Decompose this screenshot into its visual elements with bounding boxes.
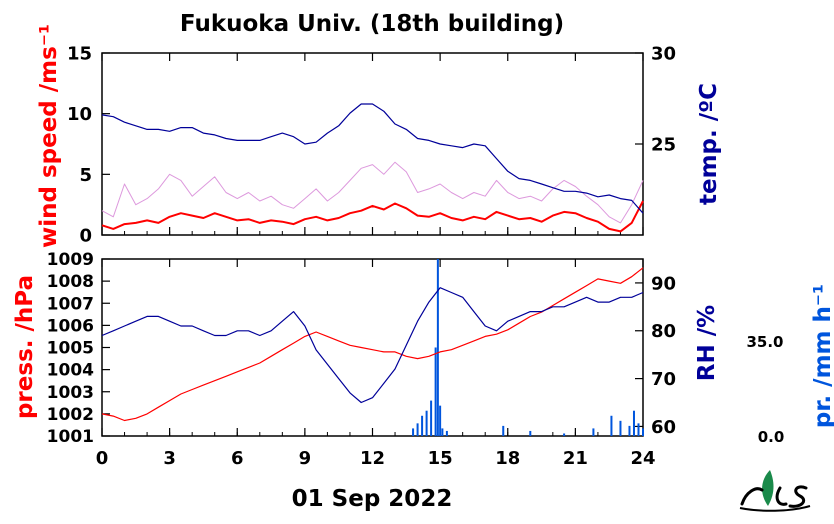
pressure-tick-label: 1007 — [47, 294, 94, 314]
precip-bar — [436, 259, 439, 436]
precip-bar — [619, 420, 622, 436]
pressure-line — [101, 267, 644, 422]
wind-tick-label: 10 — [67, 104, 92, 125]
precip-bar — [642, 428, 644, 436]
top-panel-ticks — [101, 52, 644, 236]
precip-bar — [434, 347, 437, 436]
precip-bar — [439, 405, 442, 436]
pressure-tick-label: 1001 — [47, 427, 94, 447]
temp-axis-label: temp. /ºC — [696, 83, 722, 205]
hour-tick-labels: 0 3 6 9 12 15 18 21 24 — [96, 448, 656, 469]
temp-tick-labels: 25 30 — [651, 43, 676, 155]
top-panel-frame — [101, 52, 644, 236]
temp-tick-label: 30 — [651, 43, 676, 64]
precip-bar — [445, 430, 448, 436]
wind-speed-line — [101, 200, 644, 233]
pressure-tick-label: 1009 — [47, 250, 94, 270]
pressure-tick-label: 1004 — [47, 361, 94, 381]
hour-tick-label: 24 — [630, 448, 655, 469]
rh-tick-label: 80 — [651, 321, 676, 342]
humidity-line — [101, 287, 644, 404]
bottom-panel-ticks — [101, 258, 644, 437]
wind-gust-line — [101, 161, 644, 224]
precip-max-label: 35.0 — [746, 333, 783, 351]
hour-tick-label: 21 — [563, 448, 588, 469]
hour-tick-label: 6 — [231, 448, 244, 469]
wind-tick-label: 15 — [67, 43, 92, 64]
hour-tick-label: 15 — [428, 448, 453, 469]
temperature-line — [101, 103, 644, 214]
precip-axis-label: pr. /mm h⁻¹ — [810, 284, 834, 428]
precip-bar — [610, 415, 613, 436]
rh-axis-label: RH /% — [694, 305, 720, 381]
rh-tick-label: 70 — [651, 369, 676, 390]
precip-bar — [412, 428, 415, 436]
logo-underline-icon — [739, 505, 811, 512]
rh-tick-labels: 60 70 80 90 — [651, 273, 676, 438]
precip-bar — [416, 423, 419, 436]
hour-tick-label: 9 — [299, 448, 312, 469]
precip-bar — [502, 425, 505, 436]
precip-bar — [421, 415, 424, 436]
precip-bar — [441, 428, 444, 436]
pressure-tick-label: 1008 — [47, 272, 94, 292]
chart-title: Fukuoka Univ. (18th building) — [180, 11, 564, 37]
precip-bar — [632, 410, 635, 436]
rh-tick-label: 60 — [651, 417, 676, 438]
institute-logo — [739, 470, 811, 512]
precip-bar — [430, 400, 433, 436]
bottom-panel-frame — [101, 258, 644, 437]
top-panel-series — [101, 103, 644, 233]
logo-swoosh-icon — [740, 485, 808, 508]
pressure-tick-label: 1006 — [47, 316, 94, 336]
precip-bar — [592, 428, 595, 436]
precip-bar — [529, 430, 532, 436]
pressure-tick-label: 1005 — [47, 339, 94, 359]
wind-tick-labels: 0 5 10 15 — [67, 43, 92, 246]
hour-tick-label: 3 — [163, 448, 176, 469]
precip-bar — [628, 425, 631, 436]
hour-tick-label: 18 — [495, 448, 520, 469]
temp-tick-label: 25 — [651, 134, 676, 155]
hour-tick-label: 0 — [96, 448, 109, 469]
wind-tick-label: 0 — [79, 225, 92, 246]
wind-axis-label: wind speed /ms⁻¹ — [36, 24, 62, 248]
bottom-panel-series — [101, 259, 644, 436]
precip-bar — [637, 423, 640, 436]
date-label: 01 Sep 2022 — [292, 486, 453, 512]
hour-tick-label: 12 — [360, 448, 385, 469]
rh-tick-label: 90 — [651, 273, 676, 294]
pressure-tick-label: 1003 — [47, 383, 94, 403]
pressure-axis-label: press. /hPa — [12, 275, 38, 419]
logo-leaf-icon — [762, 470, 774, 506]
precip-bar — [563, 433, 566, 436]
precip-bar — [425, 410, 428, 436]
precip-zero-label: 0.0 — [758, 428, 785, 446]
pressure-tick-label: 1002 — [47, 405, 94, 425]
wind-tick-label: 5 — [79, 165, 92, 186]
